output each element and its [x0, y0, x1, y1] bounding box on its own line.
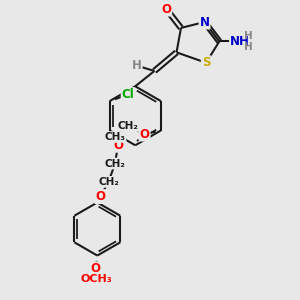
Text: N: N	[200, 16, 210, 28]
Text: NH: NH	[230, 35, 250, 48]
Text: CH₂: CH₂	[105, 159, 125, 169]
Text: O: O	[161, 2, 171, 16]
Text: O: O	[95, 190, 105, 203]
Text: O: O	[91, 262, 101, 275]
Text: Cl: Cl	[122, 88, 134, 101]
Text: S: S	[202, 56, 210, 69]
Text: H: H	[244, 42, 253, 52]
Text: H: H	[244, 31, 253, 41]
Text: CH₂: CH₂	[98, 177, 119, 187]
Text: H: H	[132, 59, 142, 72]
Text: CH₃: CH₃	[105, 132, 126, 142]
Text: OCH₃: OCH₃	[80, 274, 112, 284]
Text: O: O	[140, 128, 150, 141]
Text: CH₂: CH₂	[118, 121, 139, 131]
Text: O: O	[113, 139, 123, 152]
